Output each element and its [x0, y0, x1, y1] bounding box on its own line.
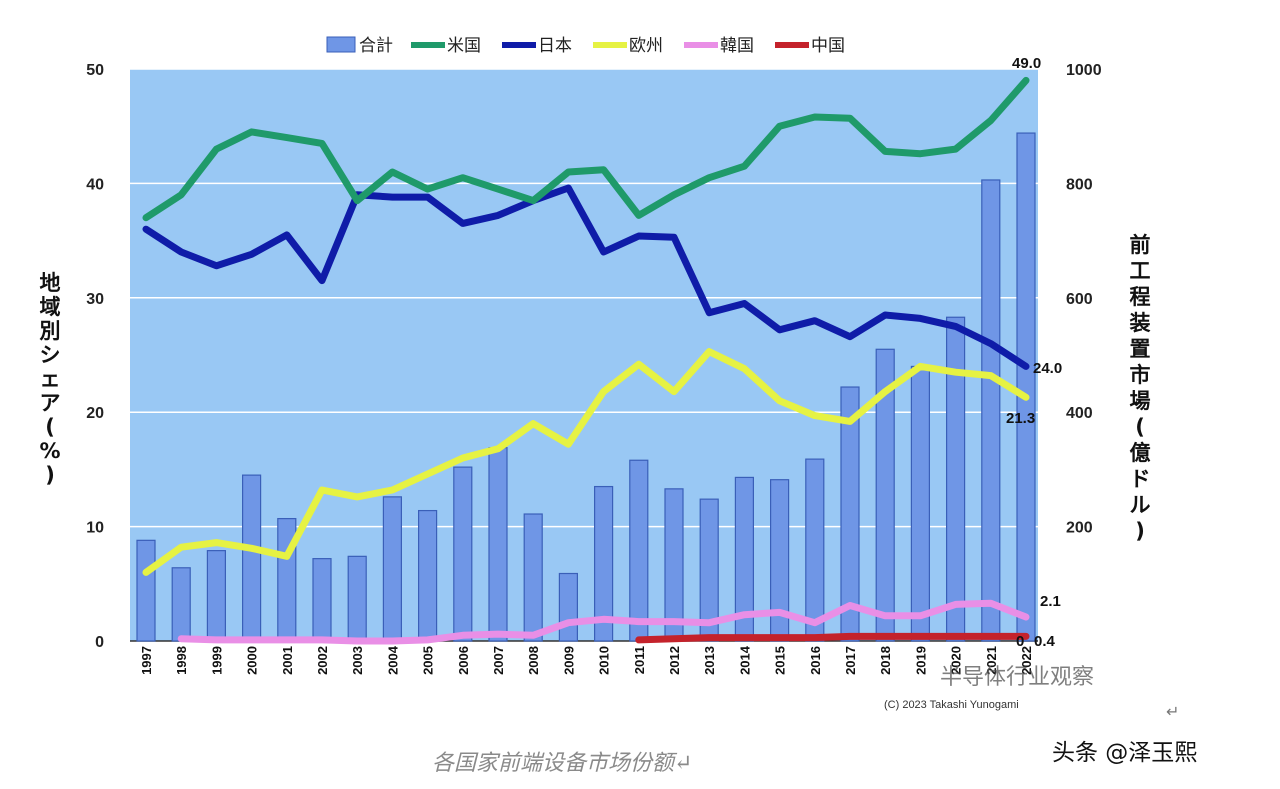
legend-label-米国: 米国	[447, 36, 481, 56]
legend-label-中国: 中国	[811, 36, 845, 56]
x-tick-label: 2016	[808, 646, 823, 675]
x-tick-label: 2012	[667, 646, 682, 675]
x-tick-label: 2010	[597, 646, 612, 675]
right-tick-label: 1000	[1066, 62, 1102, 79]
bar-total-1998	[171, 567, 191, 642]
end-label: 2.1	[1040, 593, 1061, 610]
bar-total-2002	[312, 558, 332, 642]
legend-swatch-total	[326, 36, 356, 53]
x-tick-label: 2014	[737, 645, 752, 675]
left-tick-label: 10	[86, 520, 104, 537]
end-value-labels: 49.0 24.0 21.3 2.1 0.4 0	[1006, 55, 1062, 650]
end-label: 0.4	[1034, 633, 1056, 650]
left-axis-ticks: 0 10 20 30 40 50	[86, 62, 104, 651]
x-tick-label: 2015	[773, 646, 788, 675]
share-lines	[142, 76, 1030, 645]
right-tick-label: 800	[1066, 176, 1093, 193]
bar-total-2020	[945, 316, 966, 642]
line-欧州	[142, 348, 1030, 576]
bar-total-2000	[242, 474, 262, 642]
right-axis-ticks: 200 400 600 800 1000	[1066, 62, 1102, 537]
right-label-text: 前工程装置市場(億ドル)	[1130, 233, 1151, 543]
left-label-text: 地域別シェア(%)	[39, 271, 60, 487]
bar-total-2001	[277, 517, 297, 642]
return-mark: ↵	[1166, 702, 1179, 721]
bar-total-2018	[875, 348, 895, 642]
end-label: 0	[1016, 633, 1024, 650]
x-axis-ticks: 1997 1998 1999 2000 2001 2002 2003 2004 2005 2006…	[139, 645, 1034, 675]
x-tick-label: 2020	[949, 646, 964, 675]
bar-total-2021	[981, 179, 1001, 642]
x-tick-label: 2002	[315, 646, 330, 675]
legend-label-total: 合計	[359, 36, 393, 56]
x-tick-label: 2001	[280, 646, 295, 675]
legend-label-日本: 日本	[538, 36, 572, 56]
legend-label-韓国: 韓国	[720, 36, 754, 56]
end-label: 49.0	[1012, 55, 1041, 72]
bar-total-1997	[136, 539, 156, 642]
bar-total-2016	[805, 458, 825, 642]
bar-total-2019	[910, 365, 931, 642]
total-bars	[136, 132, 1036, 642]
right-tick-label: 400	[1066, 405, 1093, 422]
x-tick-label: 2006	[456, 646, 471, 675]
x-tick-label: 1999	[209, 646, 224, 675]
end-label: 24.0	[1033, 360, 1062, 377]
bar-total-2022	[1016, 132, 1036, 642]
x-tick-label: 2019	[913, 646, 928, 675]
x-tick-label: 2022	[1019, 646, 1034, 675]
bar-total-2008	[523, 513, 543, 642]
bar-total-2017	[840, 386, 860, 642]
bar-total-2009	[558, 572, 579, 642]
x-tick-label: 2013	[702, 646, 717, 675]
bar-total-1999	[206, 550, 226, 642]
x-tick-label: 2009	[561, 646, 576, 675]
left-tick-label: 0	[95, 634, 104, 651]
x-tick-label: 2007	[491, 646, 506, 675]
x-tick-label: 2011	[632, 646, 647, 674]
left-tick-label: 50	[86, 62, 104, 79]
bar-total-2007	[488, 447, 508, 642]
line-米国	[142, 76, 1030, 222]
x-tick-label: 2003	[350, 646, 365, 675]
x-tick-label: 2005	[421, 646, 436, 675]
x-tick-label: 2008	[526, 646, 541, 675]
left-axis-label: 地域別シェア(%)	[39, 271, 60, 487]
x-tick-label: 2018	[878, 646, 893, 675]
bar-total-2010	[593, 485, 614, 642]
bar-total-2003	[347, 555, 367, 642]
x-tick-label: 2004	[385, 645, 400, 675]
bar-total-2006	[453, 466, 473, 642]
left-tick-label: 40	[86, 176, 104, 193]
line-中国	[635, 632, 1030, 644]
right-tick-label: 600	[1066, 291, 1093, 308]
legend-label-欧州: 欧州	[629, 36, 663, 56]
line-日本	[142, 184, 1030, 370]
x-tick-label: 2017	[843, 646, 858, 675]
right-tick-label: 200	[1066, 520, 1093, 537]
line-韓国	[177, 599, 1030, 645]
bar-total-2005	[418, 509, 438, 642]
watermark: 头条 @泽玉熙	[1052, 740, 1197, 766]
right-axis-label: 前工程装置市場(億ドル)	[1130, 233, 1151, 543]
x-tick-label: 2000	[245, 646, 260, 675]
bar-total-2004	[382, 496, 402, 642]
x-tick-label: 2021	[984, 646, 999, 675]
bar-total-2011	[629, 459, 649, 642]
x-tick-label: 1998	[174, 646, 189, 675]
copyright-text: (C) 2023 Takashi Yunogami	[884, 699, 1019, 711]
legend: 合計 米国 日本 欧州 韓国 中国	[326, 36, 845, 56]
left-tick-label: 30	[86, 291, 104, 308]
left-tick-label: 20	[86, 405, 104, 422]
end-label: 21.3	[1006, 410, 1035, 427]
figure-caption: 各国家前端设备市场份额↵	[432, 751, 692, 776]
overlay-source-text: 半导体行业观察	[940, 665, 1094, 690]
x-tick-label: 1997	[139, 646, 154, 675]
